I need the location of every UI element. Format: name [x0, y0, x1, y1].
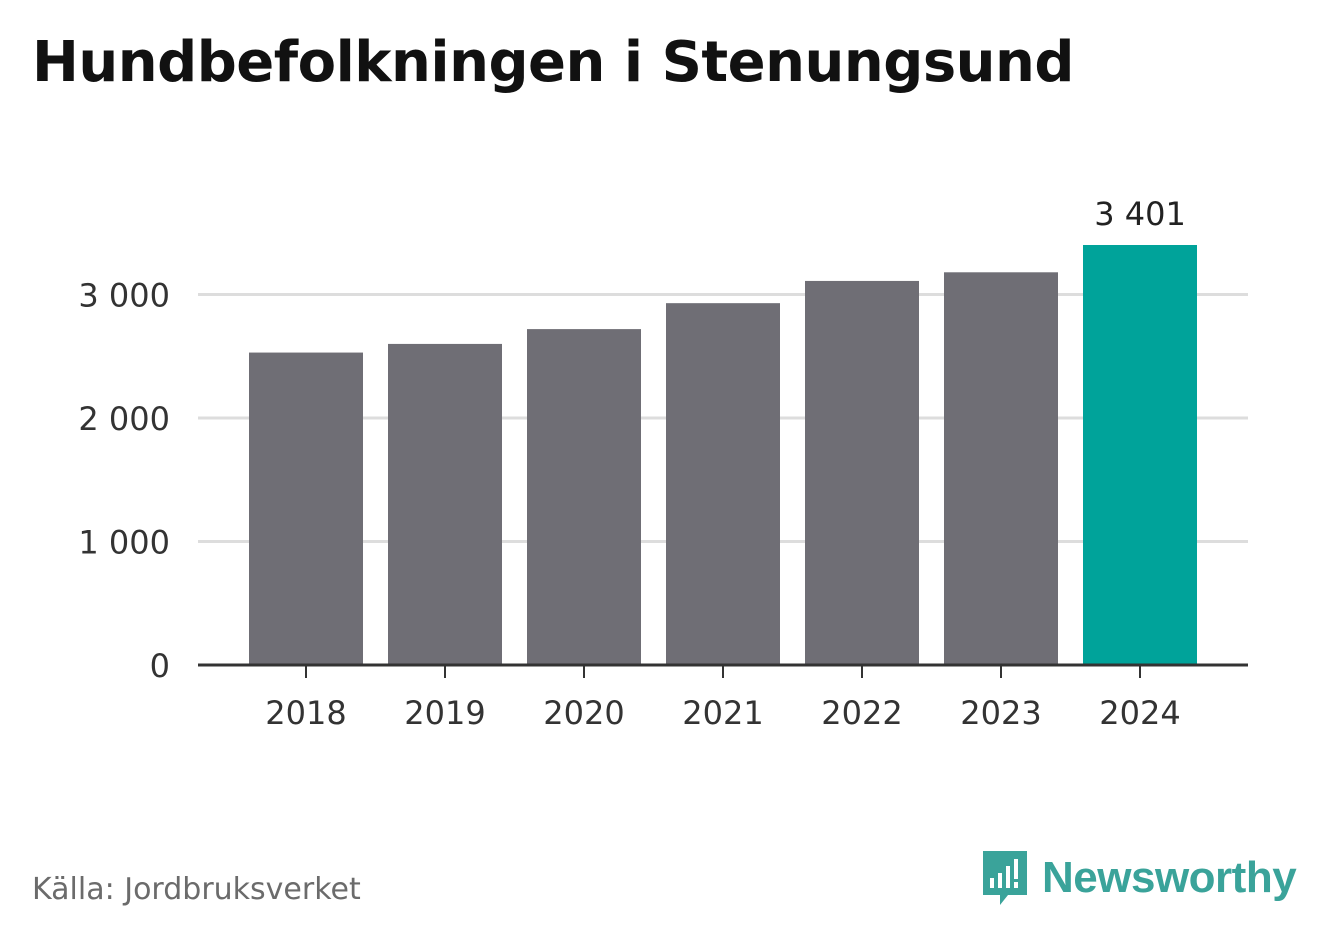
- y-tick-label: 3 000: [78, 277, 170, 315]
- y-tick-label: 1 000: [78, 524, 170, 562]
- value-label: 3 401: [1094, 195, 1186, 233]
- x-tick-label: 2022: [821, 694, 902, 732]
- x-tick-label: 2024: [1099, 694, 1180, 732]
- x-tick-label: 2023: [960, 694, 1041, 732]
- bar-2024: [1083, 245, 1197, 665]
- value-labels: 3 401: [1094, 195, 1186, 233]
- y-axis-labels: 0 1 000 2 000 3 000: [78, 277, 170, 685]
- y-tick-label: 2 000: [78, 400, 170, 438]
- bars: [249, 245, 1197, 678]
- bar-2018: [249, 352, 363, 665]
- bar-2020: [527, 329, 641, 665]
- source-note: Källa: Jordbruksverket: [32, 872, 361, 907]
- newsworthy-logo-icon: [983, 851, 1027, 905]
- bar-2019: [388, 343, 502, 665]
- chart-title: Hundbefolkningen i Stenungsund: [32, 30, 1075, 95]
- x-tick-label: 2018: [265, 694, 346, 732]
- bar-2022: [805, 280, 919, 665]
- x-axis-labels: 2018 2019 2020 2021 2022 2023 2024: [265, 694, 1180, 732]
- brand-name: Newsworthy: [1042, 853, 1297, 902]
- x-tick-label: 2019: [404, 694, 485, 732]
- bar-chart: 0 1 000 2 000 3 000 2018 2019 2020 2021 2022 202…: [78, 195, 1248, 732]
- bar-2021: [666, 303, 780, 665]
- x-tick-label: 2020: [543, 694, 624, 732]
- y-tick-label: 0: [150, 647, 170, 685]
- brand-logo[interactable]: Newsworthy: [980, 848, 1297, 908]
- x-tick-label: 2021: [682, 694, 763, 732]
- bar-2023: [944, 272, 1058, 665]
